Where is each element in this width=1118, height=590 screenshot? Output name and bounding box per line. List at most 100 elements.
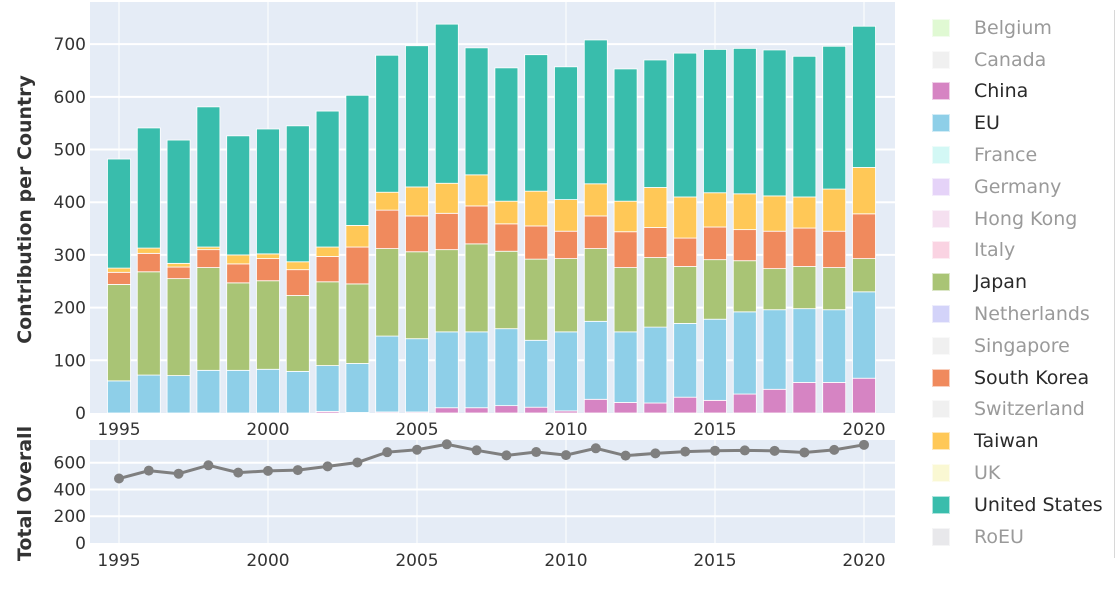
bar-japan-1995[interactable] [107,284,131,382]
bar-china-2017[interactable] [762,388,787,414]
bar-japan-1997[interactable] [166,278,191,376]
bar-south-korea-2014[interactable] [673,237,698,267]
bar-south-korea-1996[interactable] [136,252,161,273]
bar-eu-2017[interactable] [762,309,787,390]
bar-eu-1999[interactable] [226,369,251,414]
bar-china-2009[interactable] [524,406,549,414]
bar-taiwan-1995[interactable] [107,267,131,273]
legend-item-canada[interactable]: Canada [930,44,1118,76]
bar-taiwan-2020[interactable] [852,167,876,215]
bar-taiwan-2014[interactable] [673,196,698,239]
bar-united-states-2003[interactable] [345,94,370,226]
bar-south-korea-2013[interactable] [643,227,668,258]
bar-china-2019[interactable] [822,382,847,414]
bar-south-korea-2005[interactable] [405,215,429,253]
bar-taiwan-2012[interactable] [613,200,638,233]
bar-eu-2000[interactable] [256,368,280,414]
total-point-2008[interactable] [501,450,512,461]
bar-china-2016[interactable] [732,393,757,414]
bar-japan-2008[interactable] [494,250,519,330]
bar-taiwan-2000[interactable] [256,253,280,260]
bar-eu-1996[interactable] [136,374,161,414]
total-point-1998[interactable] [203,460,214,471]
bar-china-2013[interactable] [643,402,668,414]
bar-south-korea-2018[interactable] [792,227,817,267]
bar-south-korea-2001[interactable] [285,269,310,296]
bar-eu-2012[interactable] [613,331,638,403]
bar-eu-2016[interactable] [732,311,757,395]
bar-taiwan-2018[interactable] [792,196,817,229]
total-point-2013[interactable] [650,448,661,459]
bar-south-korea-2008[interactable] [494,223,519,252]
bar-taiwan-2016[interactable] [732,193,757,231]
bar-taiwan-2006[interactable] [434,182,459,214]
total-point-2017[interactable] [769,445,780,456]
bar-taiwan-2009[interactable] [524,190,549,227]
bar-japan-1996[interactable] [136,271,161,376]
bar-japan-2017[interactable] [762,268,787,311]
total-point-2018[interactable] [799,447,810,458]
bar-south-korea-2004[interactable] [375,209,400,249]
bar-united-states-2009[interactable] [524,54,549,192]
bar-south-korea-2012[interactable] [613,231,638,268]
bar-eu-1998[interactable] [196,369,221,414]
legend-item-japan[interactable]: Japan [930,266,1118,298]
bar-japan-2003[interactable] [345,283,370,364]
legend-item-switzerland[interactable]: Switzerland [930,394,1118,426]
bar-eu-2004[interactable] [375,335,400,413]
total-point-2014[interactable] [680,446,691,457]
bar-united-states-2007[interactable] [464,47,489,176]
bar-eu-2002[interactable] [315,365,340,412]
bar-south-korea-2000[interactable] [256,258,280,282]
legend-item-singapore[interactable]: Singapore [930,330,1118,362]
bar-japan-2020[interactable] [852,258,876,293]
bar-south-korea-2003[interactable] [345,246,370,285]
bar-south-korea-1998[interactable] [196,249,221,268]
bar-united-states-2012[interactable] [613,68,638,202]
bar-south-korea-2010[interactable] [554,230,578,260]
bar-china-2007[interactable] [464,407,489,414]
bar-eu-2020[interactable] [852,291,876,379]
bar-south-korea-2015[interactable] [703,226,727,261]
bar-china-2011[interactable] [583,398,608,414]
legend-item-netherlands[interactable]: Netherlands [930,298,1118,330]
total-point-2020[interactable] [859,439,869,450]
bar-japan-2000[interactable] [256,280,280,370]
bar-united-states-1996[interactable] [136,127,161,249]
total-point-1995[interactable] [114,473,124,484]
bar-eu-2007[interactable] [464,331,489,409]
bar-japan-1999[interactable] [226,282,251,371]
bar-china-2020[interactable] [852,377,876,414]
bar-eu-2011[interactable] [583,320,608,400]
bar-eu-2006[interactable] [434,331,459,409]
bar-taiwan-2003[interactable] [345,225,370,248]
bar-china-2012[interactable] [613,402,638,414]
bar-japan-2019[interactable] [822,267,847,311]
bar-japan-2016[interactable] [732,260,757,313]
legend-item-germany[interactable]: Germany [930,171,1118,203]
bar-taiwan-2017[interactable] [762,195,787,232]
bar-eu-1995[interactable] [107,380,131,414]
bar-eu-2010[interactable] [554,331,578,412]
bar-south-korea-2017[interactable] [762,230,787,270]
bar-japan-1998[interactable] [196,267,221,371]
bar-japan-2005[interactable] [405,251,429,340]
bar-south-korea-2016[interactable] [732,229,757,262]
bar-eu-2009[interactable] [524,339,549,408]
bar-japan-2009[interactable] [524,258,549,341]
bar-taiwan-2004[interactable] [375,191,400,211]
legend-item-roeu[interactable]: RoEU [930,521,1118,553]
total-point-1996[interactable] [143,465,154,476]
legend-item-china[interactable]: China [930,76,1118,108]
total-point-2016[interactable] [739,445,750,456]
bar-eu-2018[interactable] [792,308,817,383]
bar-taiwan-2011[interactable] [583,183,608,217]
bar-south-korea-2007[interactable] [464,205,489,245]
legend-item-taiwan[interactable]: Taiwan [930,425,1118,457]
bar-china-2014[interactable] [673,396,698,414]
bar-united-states-2004[interactable] [375,54,400,193]
legend-item-south-korea[interactable]: South Korea [930,362,1118,394]
bar-south-korea-2011[interactable] [583,215,608,250]
bar-japan-2007[interactable] [464,243,489,333]
bar-eu-2019[interactable] [822,309,847,383]
